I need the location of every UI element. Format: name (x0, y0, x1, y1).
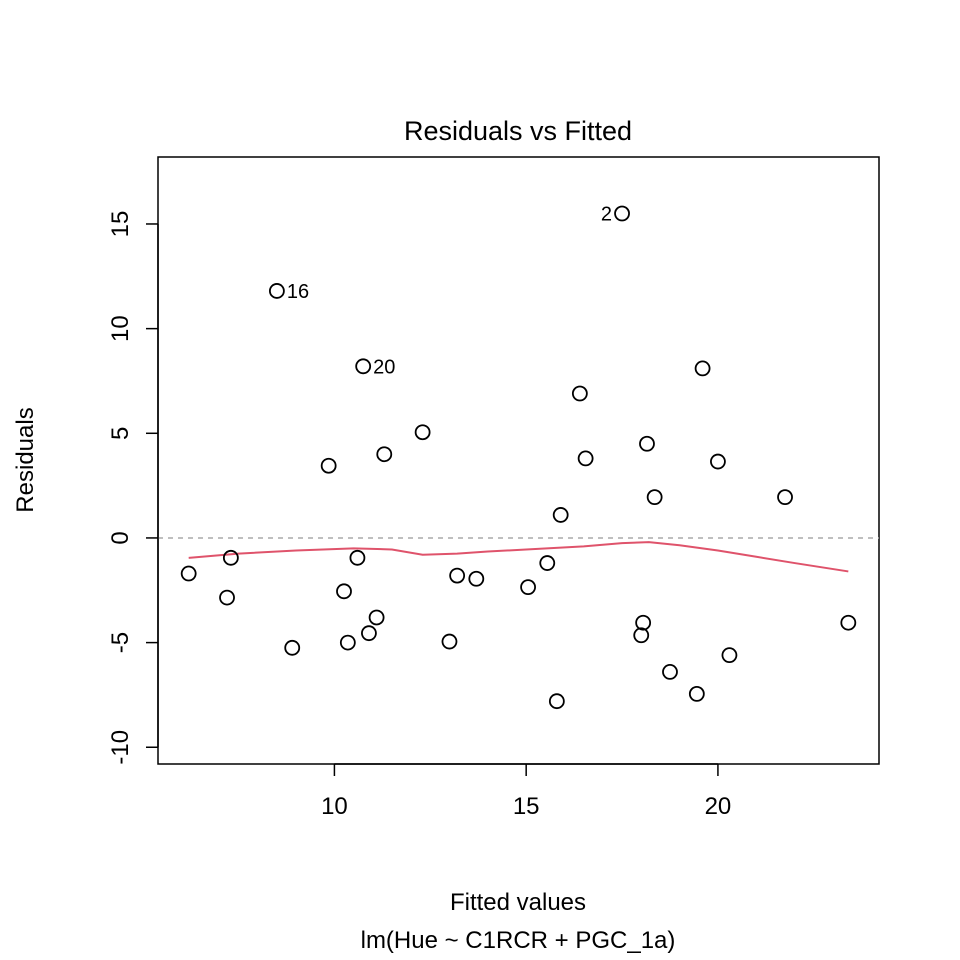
data-point (840, 614, 857, 631)
data-point (539, 555, 556, 571)
data-point (639, 435, 655, 452)
plot-frame (157, 156, 880, 765)
x-axis-subtitle: lm(Hue ~ C1RCR + PGC_1a) (361, 927, 676, 954)
residual-points: 16 20 2 (180, 204, 857, 710)
y-tick-label: -5 (107, 632, 134, 653)
data-point (222, 549, 239, 566)
smoother-line (188, 541, 849, 573)
data-point (694, 360, 711, 377)
y-axis-label: Residuals (12, 407, 39, 512)
data-point (646, 489, 663, 506)
point-label: 2 (601, 204, 612, 226)
y-tick-label: 15 (107, 211, 134, 238)
data-point (721, 647, 738, 664)
data-point (320, 457, 337, 474)
data-point (339, 634, 356, 651)
y-tick-label: 10 (107, 315, 134, 342)
data-point (552, 507, 569, 523)
data-point (548, 693, 565, 710)
x-tick-label: 20 (705, 793, 732, 820)
data-point (662, 664, 678, 680)
x-axis: 10 15 20 (321, 763, 732, 820)
y-tick-label: -10 (107, 730, 134, 765)
data-point (180, 565, 197, 582)
y-tick-label: 5 (107, 427, 134, 440)
data-point (336, 583, 352, 600)
point-label: 20 (373, 356, 395, 378)
data-point (284, 639, 301, 656)
data-point (688, 685, 705, 702)
x-tick-label: 15 (513, 793, 540, 820)
data-point (376, 446, 393, 463)
data-point (710, 453, 726, 470)
data-point (520, 579, 536, 596)
data-point (361, 625, 377, 642)
data-point (268, 283, 285, 299)
x-tick-label: 10 (321, 793, 348, 820)
data-point (414, 424, 431, 441)
data-point (577, 450, 594, 467)
data-point (468, 570, 485, 587)
data-point (219, 589, 235, 606)
data-point (777, 489, 793, 506)
data-point (349, 549, 366, 566)
y-axis: -10 -5 0 5 10 15 (107, 211, 159, 765)
data-point (355, 358, 372, 375)
data-point (449, 567, 466, 584)
data-point (571, 385, 588, 402)
x-axis-label: Fitted values (450, 889, 586, 916)
data-point (614, 205, 630, 222)
y-tick-label: 0 (107, 531, 134, 544)
data-point (368, 609, 385, 626)
data-point (633, 627, 650, 644)
chart-title: Residuals vs Fitted (404, 116, 632, 146)
point-label: 16 (287, 281, 309, 303)
data-point (441, 633, 458, 650)
data-point (635, 614, 652, 631)
